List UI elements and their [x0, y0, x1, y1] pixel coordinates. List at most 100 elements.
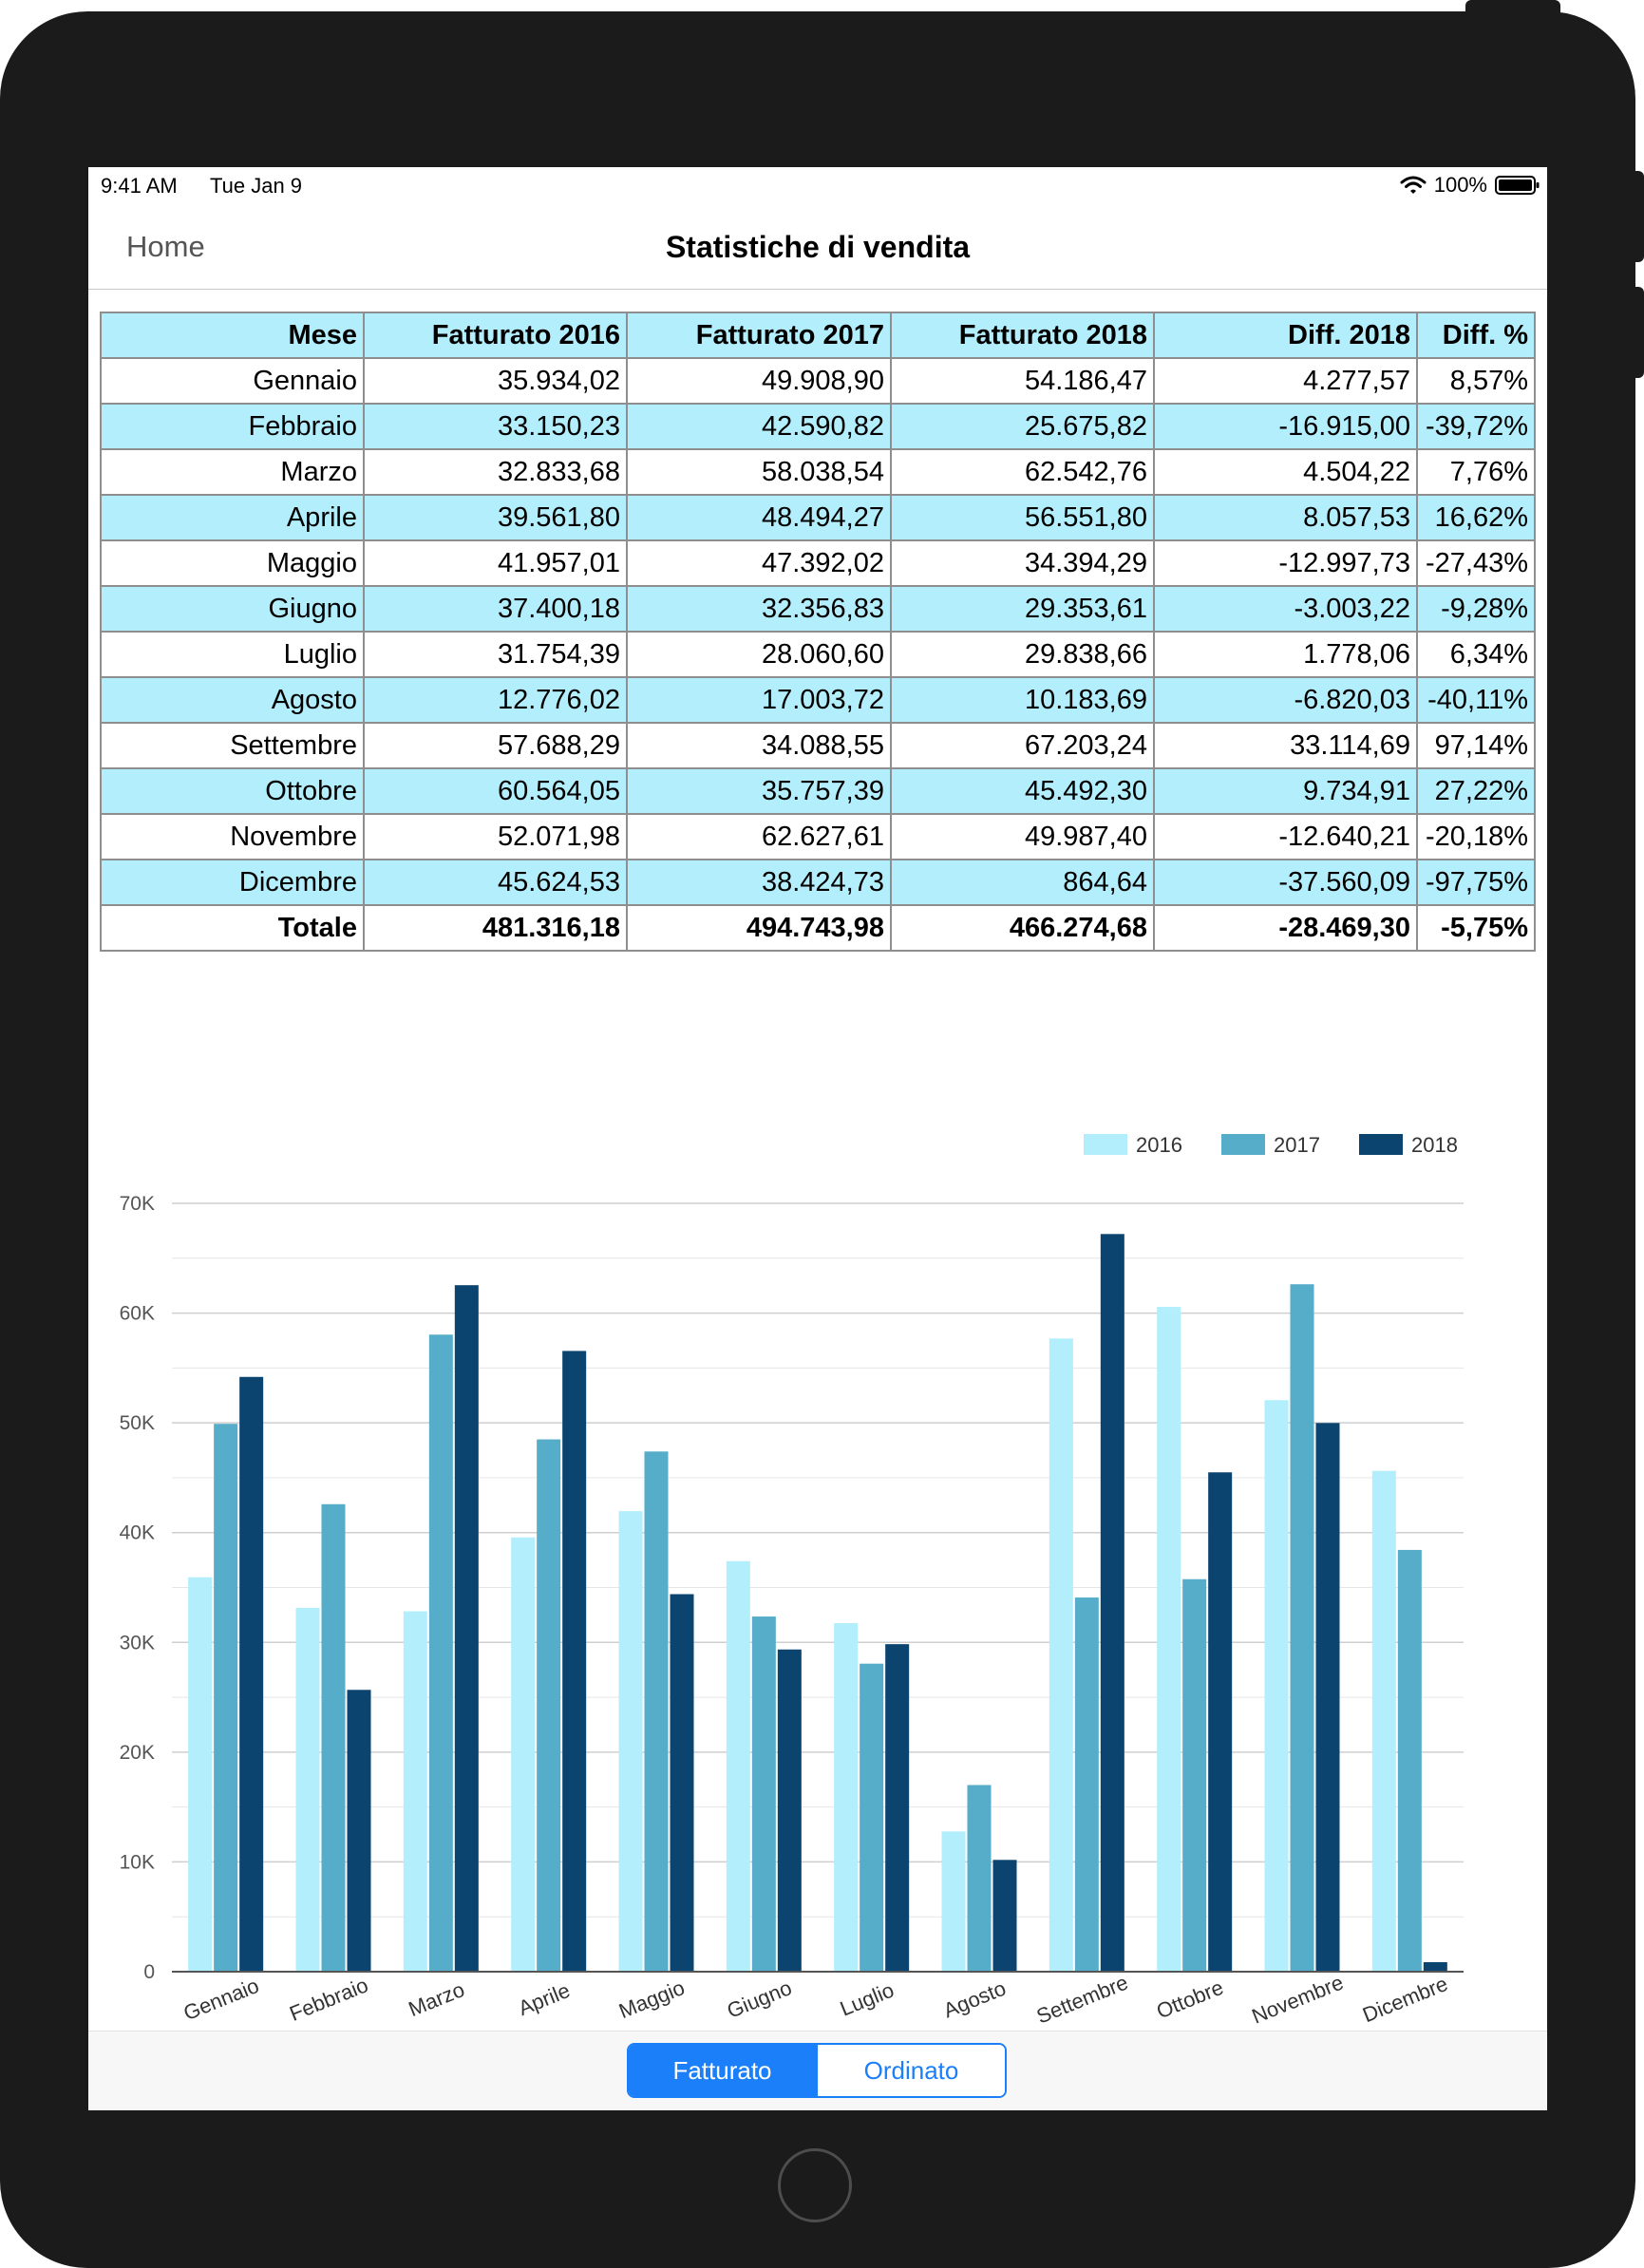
value-cell: 864,64: [890, 859, 1155, 906]
total-cell: -28.469,30: [1153, 904, 1418, 952]
screen: 9:41 AM Tue Jan 9 100% Home Statistiche …: [88, 167, 1547, 2110]
value-cell: 58.038,54: [626, 448, 892, 496]
bar-2018-luglio: [885, 1644, 910, 1972]
y-tick-label: 70K: [120, 1193, 155, 1215]
header-diff-percent: Diff. %: [1416, 312, 1536, 359]
x-tick-label: Novembre: [1248, 1970, 1346, 2028]
value-cell: 4.277,57: [1153, 357, 1418, 405]
bar-2017-ottobre: [1182, 1578, 1207, 1972]
value-cell: -40,11%: [1416, 676, 1536, 724]
table-header-row: Mese Fatturato 2016 Fatturato 2017 Fattu…: [100, 312, 1536, 359]
value-cell: 60.564,05: [363, 767, 628, 815]
status-right: 100%: [1400, 173, 1540, 198]
month-cell: Agosto: [100, 676, 365, 724]
total-cell: -5,75%: [1416, 904, 1536, 952]
legend-swatch-2018: [1359, 1134, 1403, 1155]
bar-2016-ottobre: [1157, 1307, 1181, 1972]
value-cell: 35.934,02: [363, 357, 628, 405]
value-cell: 48.494,27: [626, 494, 892, 541]
segmented-control: Fatturato Ordinato: [627, 2043, 1007, 2098]
volume-down-button: [1630, 287, 1644, 378]
value-cell: 37.400,18: [363, 585, 628, 633]
table-row: Giugno 37.400,18 32.356,83 29.353,61 -3.003,…: [100, 585, 1536, 633]
value-cell: 8.057,53: [1153, 494, 1418, 541]
value-cell: 49.908,90: [626, 357, 892, 405]
month-cell: Dicembre: [100, 859, 365, 906]
value-cell: 57.688,29: [363, 722, 628, 769]
total-cell: 481.316,18: [363, 904, 628, 952]
bar-2017-aprile: [537, 1439, 561, 1972]
bar-2016-aprile: [511, 1537, 536, 1972]
bar-2016-maggio: [618, 1511, 643, 1972]
table-row: Dicembre 45.624,53 38.424,73 864,64 -37.560,…: [100, 859, 1536, 906]
value-cell: 8,57%: [1416, 357, 1536, 405]
value-cell: 16,62%: [1416, 494, 1536, 541]
value-cell: 32.833,68: [363, 448, 628, 496]
y-tick-label: 60K: [120, 1303, 155, 1325]
month-cell: Ottobre: [100, 767, 365, 815]
value-cell: 10.183,69: [890, 676, 1155, 724]
value-cell: 41.957,01: [363, 539, 628, 587]
value-cell: -37.560,09: [1153, 859, 1418, 906]
bar-2017-gennaio: [214, 1424, 238, 1972]
month-cell: Maggio: [100, 539, 365, 587]
value-cell: -6.820,03: [1153, 676, 1418, 724]
table-row: Maggio 41.957,01 47.392,02 34.394,29 -12.997…: [100, 539, 1536, 587]
y-tick-label: 50K: [120, 1412, 155, 1434]
value-cell: 34.394,29: [890, 539, 1155, 587]
month-cell: Luglio: [100, 631, 365, 678]
value-cell: 49.987,40: [890, 813, 1155, 860]
bar-2018-agosto: [992, 1860, 1017, 1972]
segment-fatturato[interactable]: Fatturato: [629, 2045, 816, 2096]
battery-percentage: 100%: [1433, 173, 1487, 197]
value-cell: 29.353,61: [890, 585, 1155, 633]
y-tick-label: 30K: [120, 1632, 155, 1654]
bottom-toolbar: Fatturato Ordinato: [88, 2031, 1547, 2110]
total-label: Totale: [100, 904, 365, 952]
table-row: Luglio 31.754,39 28.060,60 29.838,66 1.778,0…: [100, 631, 1536, 678]
bar-2016-novembre: [1264, 1400, 1289, 1972]
x-tick-label: Luglio: [837, 1977, 898, 2020]
volume-up-button: [1630, 171, 1644, 262]
table-row: Novembre 52.071,98 62.627,61 49.987,40 -12.6…: [100, 813, 1536, 860]
home-button[interactable]: [778, 2148, 852, 2222]
value-cell: 17.003,72: [626, 676, 892, 724]
navigation-bar: Home Statistiche di vendita: [88, 205, 1547, 290]
home-back-button[interactable]: Home: [126, 230, 205, 263]
value-cell: 28.060,60: [626, 631, 892, 678]
header-fatturato-2017: Fatturato 2017: [626, 312, 892, 359]
table-row: Febbraio 33.150,23 42.590,82 25.675,82 -16.9…: [100, 403, 1536, 450]
legend-swatch-2017: [1221, 1134, 1265, 1155]
table-row: Agosto 12.776,02 17.003,72 10.183,69 -6.820,…: [100, 676, 1536, 724]
bar-2018-dicembre: [1423, 1962, 1447, 1972]
total-cell: 494.743,98: [626, 904, 892, 952]
table-row: Gennaio 35.934,02 49.908,90 54.186,47 4.277,…: [100, 357, 1536, 405]
bar-2018-marzo: [454, 1285, 479, 1972]
value-cell: -27,43%: [1416, 539, 1536, 587]
value-cell: 33.114,69: [1153, 722, 1418, 769]
value-cell: -39,72%: [1416, 403, 1536, 450]
header-fatturato-2016: Fatturato 2016: [363, 312, 628, 359]
x-tick-label: Maggio: [615, 1975, 688, 2023]
value-cell: -20,18%: [1416, 813, 1536, 860]
table-body: Gennaio 35.934,02 49.908,90 54.186,47 4.277,…: [100, 357, 1536, 906]
value-cell: 54.186,47: [890, 357, 1155, 405]
top-button: [1465, 0, 1560, 13]
bar-2016-settembre: [1049, 1338, 1073, 1972]
table-row: Ottobre 60.564,05 35.757,39 45.492,30 9.734,…: [100, 767, 1536, 815]
month-cell: Aprile: [100, 494, 365, 541]
bar-2017-novembre: [1290, 1284, 1314, 1972]
bar-2017-giugno: [751, 1616, 776, 1972]
legend-label: 2016: [1136, 1133, 1182, 1157]
bar-2018-gennaio: [239, 1376, 264, 1972]
bar-2016-marzo: [403, 1611, 427, 1972]
segment-ordinato[interactable]: Ordinato: [816, 2045, 1005, 2096]
value-cell: 35.757,39: [626, 767, 892, 815]
legend-label: 2018: [1411, 1133, 1458, 1157]
y-tick-label: 40K: [120, 1522, 155, 1544]
x-tick-label: Agosto: [940, 1976, 1010, 2023]
value-cell: 12.776,02: [363, 676, 628, 724]
value-cell: 38.424,73: [626, 859, 892, 906]
bar-2017-luglio: [860, 1663, 884, 1972]
bar-2018-aprile: [562, 1351, 587, 1972]
